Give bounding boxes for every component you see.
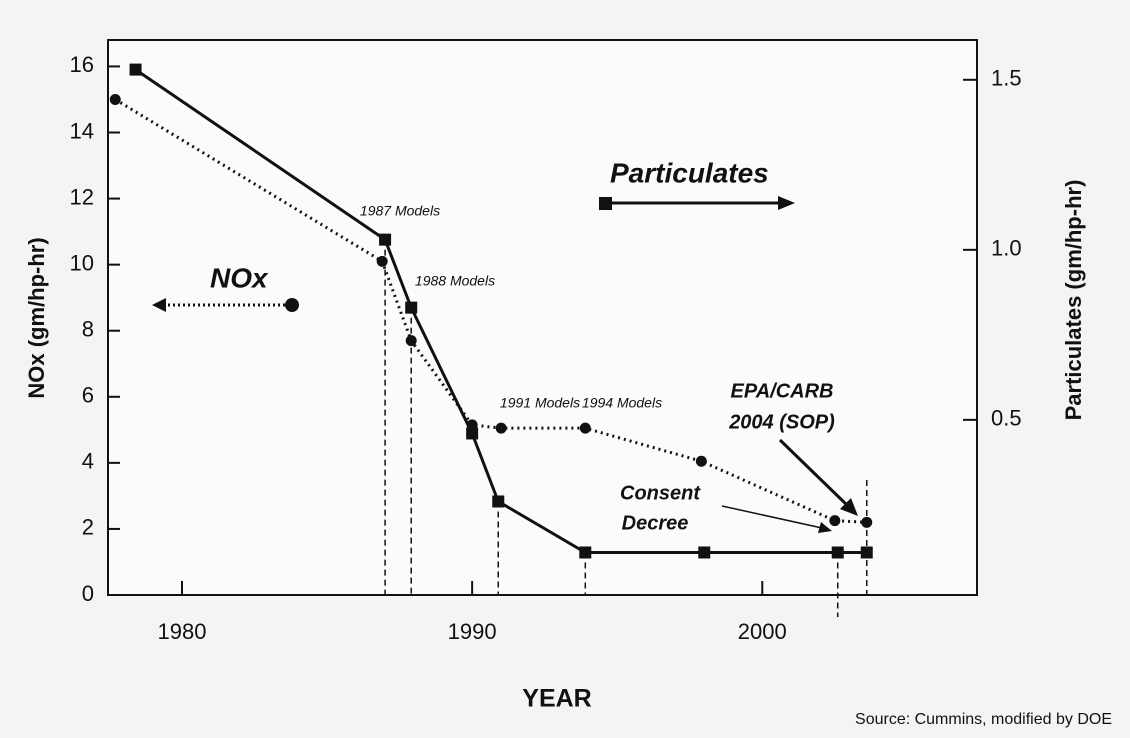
point <box>860 546 873 559</box>
annotation: Consent <box>620 482 701 504</box>
y-tick-label: 8 <box>82 317 94 342</box>
point <box>831 546 844 559</box>
legend-arrowhead <box>152 298 166 312</box>
legend-label: NOx <box>210 262 269 293</box>
y-axis-title: NOx (gm/hp-hr) <box>24 237 49 398</box>
legend-arrowhead <box>778 196 795 210</box>
point <box>861 516 873 528</box>
y-tick-label: 14 <box>70 118 94 143</box>
y2-axis-title: Particulates (gm/hp-hr) <box>1061 180 1086 421</box>
annotation: 1988 Models <box>415 273 495 289</box>
annotation: 1991 Models <box>500 395 580 411</box>
y-tick-label: 4 <box>82 449 94 474</box>
annotation: Decree <box>622 512 689 534</box>
annotation-arrowhead <box>818 522 832 533</box>
x-tick-label: 1990 <box>448 619 497 644</box>
source-note: Source: Cummins, modified by DOE <box>855 711 1112 728</box>
x-tick-label: 2000 <box>738 619 787 644</box>
annotation: 2004 (SOP) <box>728 411 835 433</box>
point <box>829 515 841 527</box>
x-axis-title: YEAR <box>522 685 591 713</box>
y2-tick-label: 0.5 <box>991 406 1022 431</box>
y-tick-label: 0 <box>82 581 94 606</box>
annotation: 1987 Models <box>360 203 440 219</box>
point <box>405 335 417 347</box>
point <box>579 422 591 434</box>
point <box>376 255 388 267</box>
point <box>379 233 392 246</box>
annotation-arrow <box>721 505 823 529</box>
y-tick-label: 2 <box>82 515 94 540</box>
point <box>129 63 142 76</box>
annotation: EPA/CARB <box>731 380 834 402</box>
legend-label: Particulates <box>610 157 769 188</box>
annotation: 1994 Models <box>582 395 662 411</box>
point <box>695 455 707 467</box>
annotation-arrow <box>778 438 850 508</box>
point <box>495 422 507 434</box>
annotation-arrowhead <box>840 498 858 516</box>
y-tick-label: 16 <box>70 52 94 77</box>
legend-marker <box>285 298 299 312</box>
point <box>492 495 505 508</box>
point <box>579 546 592 559</box>
legend-marker <box>599 197 612 210</box>
x-tick-label: 1980 <box>158 619 207 644</box>
y2-tick-label: 1.5 <box>991 66 1022 91</box>
point <box>466 427 479 440</box>
y-tick-label: 12 <box>70 184 94 209</box>
y-tick-label: 6 <box>82 383 94 408</box>
point <box>405 301 418 314</box>
y-tick-label: 10 <box>70 250 94 275</box>
point <box>698 546 711 559</box>
plot-frame <box>107 39 978 596</box>
point <box>109 93 121 105</box>
y2-tick-label: 1.0 <box>991 236 1022 261</box>
